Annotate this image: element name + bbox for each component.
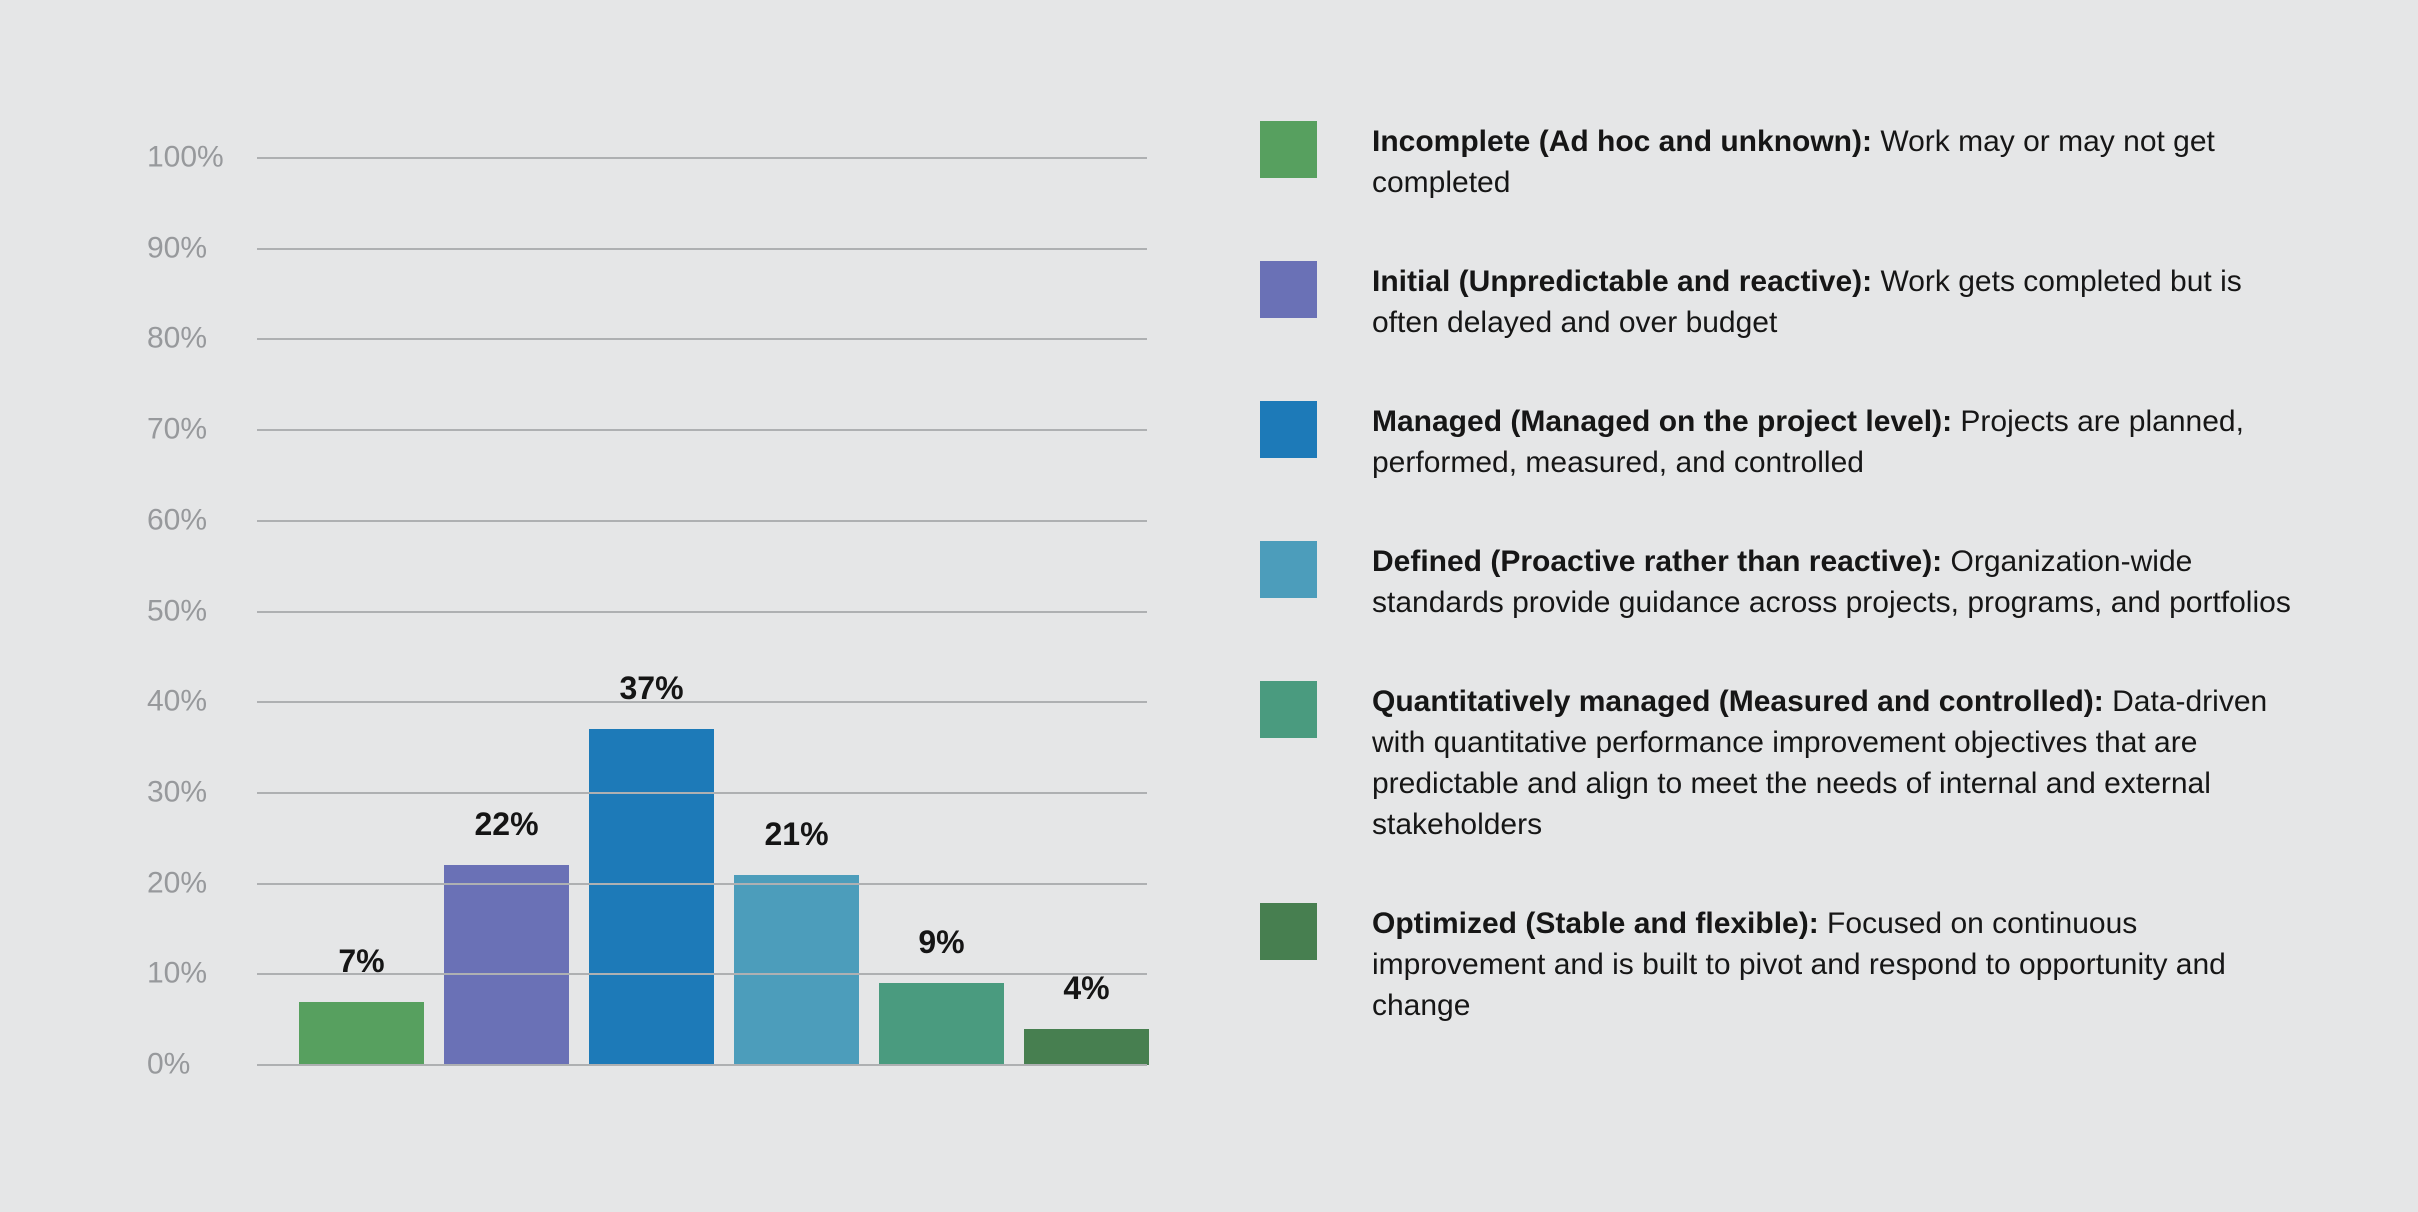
legend-term: Quantitatively managed (Measured and con…: [1372, 685, 2104, 718]
bar-group-managed-managed-on-the-project-level: 37%: [589, 670, 714, 1065]
y-tick-label: 90%: [147, 231, 208, 265]
legend-text: Managed (Managed on the project level): …: [1372, 401, 2312, 483]
legend-term: Managed (Managed on the project level):: [1372, 405, 1953, 438]
gridline: [257, 157, 1147, 159]
legend-description: Projects are planned, performed, measure…: [1372, 405, 2244, 479]
gridline: [257, 519, 1147, 522]
gridline: [257, 429, 1147, 432]
y-tick-label: 40%: [147, 684, 208, 718]
gridline: [257, 882, 1147, 885]
bar-value-label: 37%: [619, 670, 684, 707]
legend-swatch: [1260, 121, 1317, 178]
bar-group-defined-proactive-rather-than-reactive: 21%: [734, 816, 859, 1065]
legend-description: Focused on continuous improvement and is…: [1372, 907, 2226, 1022]
legend-term: Optimized (Stable and flexible):: [1372, 907, 1819, 940]
legend-item: Initial (Unpredictable and reactive): Wo…: [1260, 261, 2312, 343]
bar-group-initial-unpredictable-and-reactive: 22%: [444, 806, 569, 1065]
legend-description: Work may or may not get completed: [1372, 125, 2215, 199]
bar-managed-managed-on-the-project-level: [589, 729, 714, 1065]
bar-group-incomplete-ad-hoc-and-unknown: 7%: [299, 943, 424, 1065]
legend-text: Defined (Proactive rather than reactive)…: [1372, 541, 2312, 623]
bar-value-label: 9%: [918, 924, 965, 961]
bar-defined-proactive-rather-than-reactive: [734, 874, 859, 1065]
gridline: [257, 338, 1147, 341]
gridline: [257, 973, 1147, 976]
legend-swatch: [1260, 401, 1317, 458]
legend-term: Incomplete (Ad hoc and unknown):: [1372, 125, 1872, 158]
legend-description: Work gets completed but is often delayed…: [1372, 265, 2242, 339]
y-tick-label: 60%: [147, 503, 208, 537]
y-tick-label: 10%: [147, 956, 208, 990]
bar-group-optimized-stable-and-flexible: 4%: [1024, 970, 1149, 1065]
legend-item: Incomplete (Ad hoc and unknown): Work ma…: [1260, 121, 2312, 203]
legend-description: Organization-wide standards provide guid…: [1372, 545, 2291, 619]
bar-initial-unpredictable-and-reactive: [444, 865, 569, 1065]
legend-item: Defined (Proactive rather than reactive)…: [1260, 541, 2312, 623]
y-tick-label: 70%: [147, 412, 208, 446]
legend-description: Data-driven with quantitative performanc…: [1372, 685, 2268, 841]
gridline: [257, 247, 1147, 250]
plot-area: 7% 22% 37% 21% 9% 4% 100% 90% 80% 70% 60% 50% 40% 30…: [147, 140, 1149, 1080]
y-tick-label: 100%: [147, 140, 224, 174]
y-tick-label: 50%: [147, 593, 208, 627]
y-tick-label: 0%: [147, 1047, 191, 1081]
legend-swatch: [1260, 261, 1317, 318]
legend-text: Quantitatively managed (Measured and con…: [1372, 681, 2312, 845]
legend-text: Optimized (Stable and flexible): Focused…: [1372, 903, 2312, 1026]
legend-item: Managed (Managed on the project level): …: [1260, 401, 2312, 483]
bar-value-label: 7%: [338, 942, 385, 979]
gridline: [257, 701, 1147, 704]
legend-term: Defined (Proactive rather than reactive)…: [1372, 545, 1943, 578]
y-tick-label: 80%: [147, 321, 208, 355]
y-tick-label: 30%: [147, 775, 208, 809]
legend-swatch: [1260, 903, 1317, 960]
bars-container: 7% 22% 37% 21% 9% 4%: [257, 158, 1149, 1065]
y-tick-label: 20%: [147, 865, 208, 899]
gridline: [257, 791, 1147, 794]
legend: Incomplete (Ad hoc and unknown): Work ma…: [1260, 121, 2312, 1026]
legend-swatch: [1260, 541, 1317, 598]
legend-term: Initial (Unpredictable and reactive):: [1372, 265, 1873, 298]
bar-quantitatively-managed-measured-and-controlled: [879, 983, 1004, 1065]
gridline: [257, 1064, 1147, 1066]
bar-group-quantitatively-managed-measured-and-controlled: 9%: [879, 924, 1004, 1065]
legend-item: Quantitatively managed (Measured and con…: [1260, 681, 2312, 845]
bar-incomplete-ad-hoc-and-unknown: [299, 1001, 424, 1065]
bar-value-label: 21%: [764, 815, 829, 852]
bar-value-label: 4%: [1063, 969, 1110, 1006]
bar-value-label: 22%: [474, 806, 539, 843]
legend-text: Incomplete (Ad hoc and unknown): Work ma…: [1372, 121, 2312, 203]
legend-item: Optimized (Stable and flexible): Focused…: [1260, 903, 2312, 1026]
gridline: [257, 610, 1147, 613]
legend-text: Initial (Unpredictable and reactive): Wo…: [1372, 261, 2312, 343]
legend-swatch: [1260, 681, 1317, 738]
bar-optimized-stable-and-flexible: [1024, 1028, 1149, 1065]
